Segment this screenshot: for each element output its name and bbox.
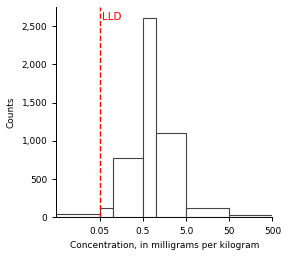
Bar xyxy=(56,214,100,217)
Bar xyxy=(156,133,186,217)
Bar xyxy=(143,19,156,217)
Bar xyxy=(229,215,272,217)
Bar xyxy=(186,208,229,217)
Text: LLD: LLD xyxy=(102,12,121,22)
Bar xyxy=(100,207,113,217)
X-axis label: Concentration, in milligrams per kilogram: Concentration, in milligrams per kilogra… xyxy=(70,241,259,250)
Bar xyxy=(113,158,143,217)
Y-axis label: Counts: Counts xyxy=(7,96,16,128)
